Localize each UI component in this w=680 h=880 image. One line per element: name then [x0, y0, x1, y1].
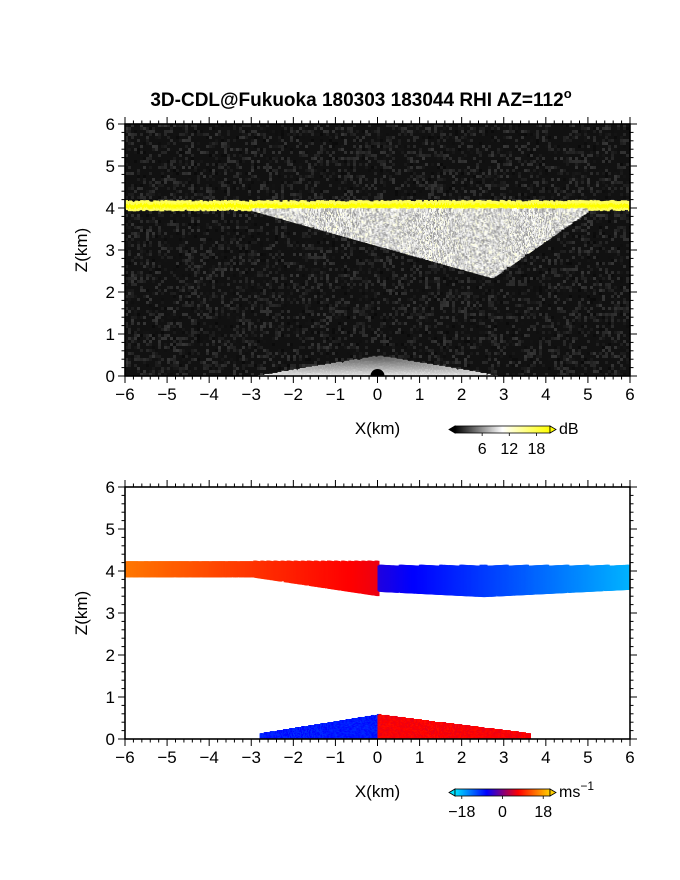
- y-tick-label: 1: [106, 325, 115, 344]
- x-tick-label: −1: [326, 748, 345, 767]
- x-tick-label: 6: [625, 385, 634, 404]
- y-tick-label: 4: [106, 199, 115, 218]
- y-axis-label: Z(km): [72, 591, 91, 635]
- chart-title-text: 3D-CDL@Fukuoka 180303 183044 RHI AZ=112: [150, 90, 563, 111]
- y-tick-label: 5: [106, 520, 115, 539]
- colorbar-unit: dB: [559, 421, 579, 438]
- colorbar-unit: ms−1: [559, 779, 594, 801]
- y-tick-label: 4: [106, 562, 115, 581]
- y-tick-label: 0: [106, 367, 115, 386]
- x-axis-label: X(km): [355, 419, 400, 438]
- x-tick-label: −6: [115, 385, 134, 404]
- x-tick-label: 2: [457, 748, 466, 767]
- x-tick-label: 5: [583, 385, 592, 404]
- x-tick-label: −2: [284, 385, 303, 404]
- colorbar-max-arrow: [549, 425, 557, 434]
- y-tick-label: 6: [106, 115, 115, 134]
- colorbar-bar: [454, 425, 551, 434]
- chart-title: 3D-CDL@Fukuoka 180303 183044 RHI AZ=112o: [150, 86, 571, 111]
- x-tick-label: −4: [199, 385, 218, 404]
- plot-area: [125, 487, 630, 739]
- heatmap-cells: [125, 124, 630, 376]
- x-axis-label: X(km): [355, 782, 400, 801]
- x-tick-label: 4: [541, 385, 550, 404]
- colorbar: −18 0 18 ms−1: [448, 779, 594, 821]
- colorbar-tick-label: 0: [498, 804, 507, 821]
- colorbar-tick-label: −18: [448, 804, 475, 821]
- y-tick-label: 1: [106, 688, 115, 707]
- x-axis: −6 −5 −4 −3 −2 −1 0 1 2 3 4 5 6: [115, 480, 635, 767]
- y-tick-label: 2: [106, 283, 115, 302]
- y-axis: 0 1 2 3 4 5 6: [106, 478, 637, 749]
- colorbar-max-arrow: [549, 788, 557, 797]
- y-tick-label: 5: [106, 157, 115, 176]
- colorbar-tick-label: 6: [478, 441, 487, 458]
- x-tick-label: −2: [284, 748, 303, 767]
- y-tick-label: 3: [106, 241, 115, 260]
- x-tick-label: −3: [242, 385, 261, 404]
- colorbar-min-arrow: [448, 788, 456, 797]
- x-tick-label: 0: [373, 385, 382, 404]
- y-tick-label: 6: [106, 478, 115, 497]
- chart-title-degree: o: [564, 86, 572, 101]
- y-axis: 0 1 2 3 4 5 6: [106, 115, 637, 386]
- heatmap-cells: [125, 560, 630, 739]
- y-axis-label: Z(km): [72, 228, 91, 272]
- x-tick-label: −4: [199, 748, 218, 767]
- colorbar-bar: [454, 788, 551, 797]
- x-tick-label: −5: [157, 748, 176, 767]
- x-tick-label: 4: [541, 748, 550, 767]
- x-tick-label: 0: [373, 748, 382, 767]
- x-tick-label: 2: [457, 385, 466, 404]
- x-tick-label: 5: [583, 748, 592, 767]
- colorbar-tick-label: 18: [528, 441, 546, 458]
- radar-site-marker: [370, 369, 385, 376]
- colorbar-tick-label: 12: [500, 441, 518, 458]
- x-tick-label: −6: [115, 748, 134, 767]
- colorbar-tick-label: 18: [534, 804, 552, 821]
- x-tick-label: 6: [625, 748, 634, 767]
- x-tick-label: 1: [415, 385, 424, 404]
- x-tick-label: −1: [326, 385, 345, 404]
- x-tick-label: 3: [499, 385, 508, 404]
- colorbar-min-arrow: [448, 425, 456, 434]
- x-axis: −6 −5 −4 −3 −2 −1 0 1 2 3 4 5 6: [115, 117, 635, 404]
- y-tick-label: 2: [106, 646, 115, 665]
- x-tick-label: 3: [499, 748, 508, 767]
- x-tick-label: 1: [415, 748, 424, 767]
- y-tick-label: 0: [106, 730, 115, 749]
- y-tick-label: 3: [106, 604, 115, 623]
- panel-velocity: −6 −5 −4 −3 −2 −1 0 1 2 3 4 5 6 X(km) 0 1 2 3 4 5 6 Z(km) −18 0…: [72, 478, 637, 821]
- x-tick-label: −5: [157, 385, 176, 404]
- x-tick-label: −3: [242, 748, 261, 767]
- colorbar: 6 12 18 dB: [448, 421, 579, 458]
